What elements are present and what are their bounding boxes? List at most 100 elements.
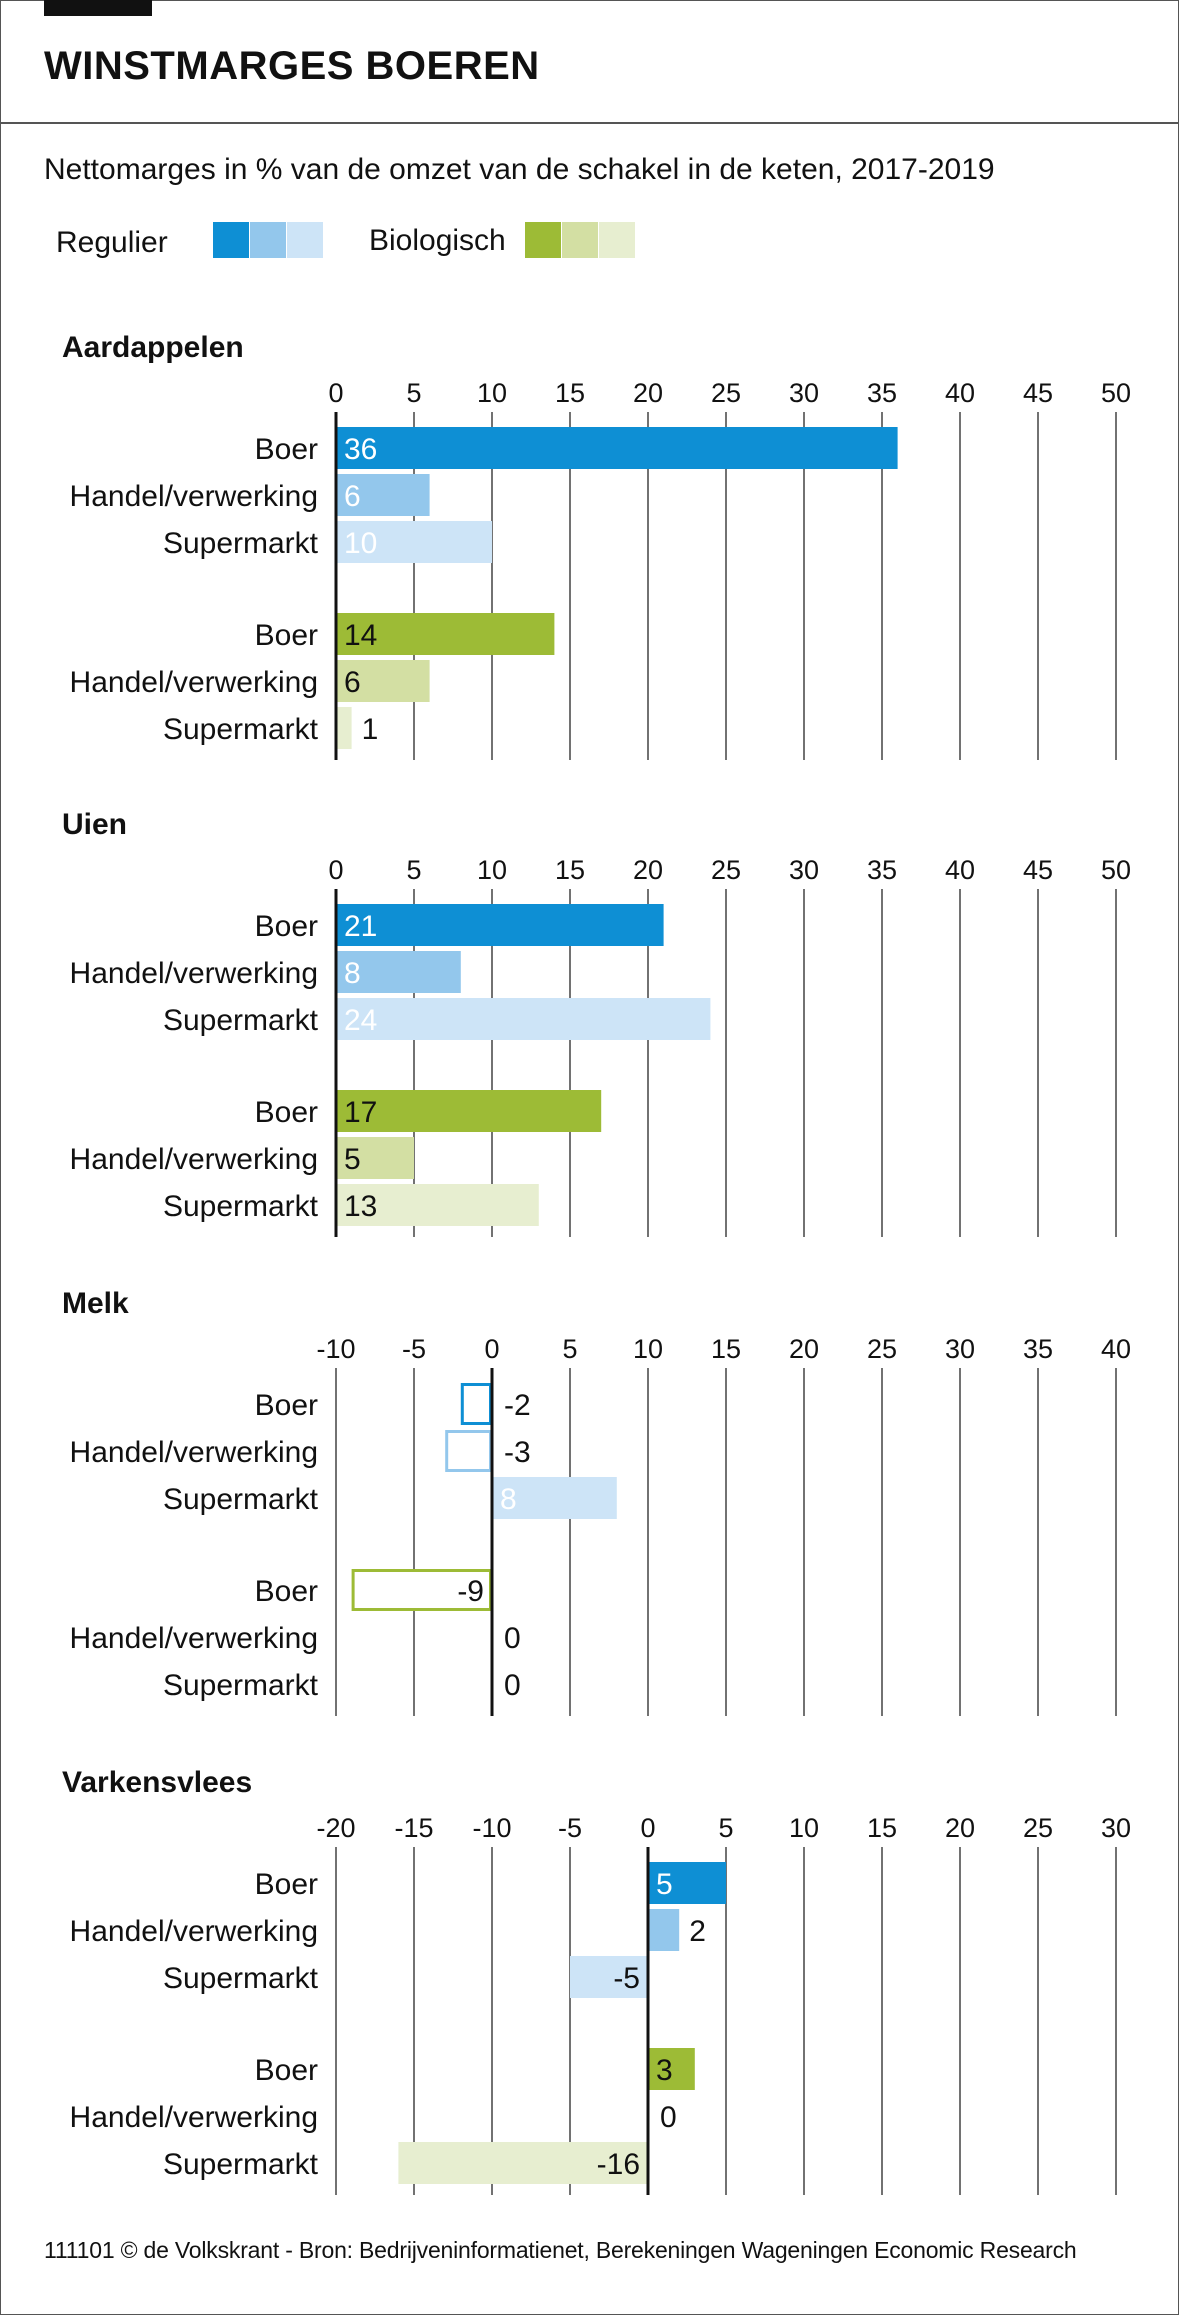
tick-label-varkensvlees: 20 [945, 1813, 975, 1843]
data-label-uien: 24 [344, 1004, 377, 1037]
top-accent-bar [44, 0, 152, 16]
data-label-uien: 8 [344, 957, 361, 990]
tick-label-aardappelen: 0 [328, 378, 343, 408]
bar-uien-boer [336, 904, 664, 946]
bar-aardappelen-handel-verwerking [336, 474, 430, 516]
category-label-uien: Supermarkt [163, 1004, 319, 1037]
tick-label-varkensvlees: -15 [394, 1813, 433, 1843]
tick-label-aardappelen: 45 [1023, 378, 1053, 408]
tick-label-melk: 25 [867, 1334, 897, 1364]
category-label-varkensvlees: Supermarkt [163, 1962, 319, 1995]
bar-varkensvlees-handel-verwerking [648, 1909, 680, 1951]
category-label-varkensvlees: Supermarkt [163, 2148, 319, 2181]
data-label-melk: 0 [504, 1622, 521, 1655]
bar-uien-supermarkt [336, 998, 711, 1040]
category-label-aardappelen: Supermarkt [163, 527, 319, 560]
bar-uien-handel-verwerking [336, 951, 461, 993]
legend-swatch-organic-1 [525, 222, 561, 258]
tick-label-melk: 35 [1023, 1334, 1053, 1364]
data-label-varkensvlees: 0 [660, 2101, 677, 2134]
tick-label-varkensvlees: 10 [789, 1813, 819, 1843]
tick-label-uien: 20 [633, 855, 663, 885]
tick-label-aardappelen: 40 [945, 378, 975, 408]
tick-label-varkensvlees: 0 [640, 1813, 655, 1843]
panel-title-varkensvlees: Varkensvlees [62, 1766, 252, 1799]
tick-label-melk: -10 [316, 1334, 355, 1364]
category-label-aardappelen: Handel/verwerking [70, 666, 318, 699]
data-label-aardappelen: 36 [344, 433, 377, 466]
tick-label-uien: 5 [406, 855, 421, 885]
tick-label-varkensvlees: 25 [1023, 1813, 1053, 1843]
category-label-uien: Boer [255, 1096, 318, 1129]
category-label-melk: Boer [255, 1575, 318, 1608]
legend-swatch-regular-3 [287, 222, 323, 258]
data-label-varkensvlees: 2 [689, 1915, 706, 1948]
bar-uien-handel-verwerking [336, 1137, 414, 1179]
tick-label-uien: 15 [555, 855, 585, 885]
data-label-aardappelen: 6 [344, 666, 361, 699]
category-label-varkensvlees: Boer [255, 1868, 318, 1901]
tick-label-varkensvlees: 15 [867, 1813, 897, 1843]
bar-varkensvlees-supermarkt [570, 1956, 648, 1998]
data-label-uien: 21 [344, 910, 377, 943]
category-label-aardappelen: Handel/verwerking [70, 480, 318, 513]
category-label-melk: Supermarkt [163, 1669, 319, 1702]
data-label-aardappelen: 6 [344, 480, 361, 513]
data-label-uien: 17 [344, 1096, 377, 1129]
data-label-varkensvlees: -5 [613, 1962, 640, 1995]
tick-label-aardappelen: 35 [867, 378, 897, 408]
bar-melk-boer [460, 1383, 492, 1425]
category-label-melk: Handel/verwerking [70, 1622, 318, 1655]
tick-label-melk: -5 [402, 1334, 426, 1364]
category-label-uien: Supermarkt [163, 1190, 319, 1223]
category-label-varkensvlees: Boer [255, 2054, 318, 2087]
tick-label-varkensvlees: 5 [718, 1813, 733, 1843]
tick-label-varkensvlees: -5 [558, 1813, 582, 1843]
tick-label-aardappelen: 25 [711, 378, 741, 408]
source-footer: 111101 © de Volkskrant - Bron: Bedrijven… [44, 2237, 1077, 2263]
tick-label-varkensvlees: -10 [472, 1813, 511, 1843]
tick-label-melk: 30 [945, 1334, 975, 1364]
legend-swatch-regular-2 [250, 222, 286, 258]
data-label-melk: -3 [504, 1436, 531, 1469]
category-label-melk: Supermarkt [163, 1483, 319, 1516]
legend-label-organic: Biologisch [369, 224, 506, 257]
bar-aardappelen-handel-verwerking [336, 660, 430, 702]
category-label-uien: Boer [255, 910, 318, 943]
tick-label-aardappelen: 20 [633, 378, 663, 408]
data-label-melk: -9 [457, 1575, 484, 1608]
tick-label-melk: 0 [484, 1334, 499, 1364]
tick-label-uien: 0 [328, 855, 343, 885]
category-label-uien: Handel/verwerking [70, 1143, 318, 1176]
bar-melk-supermarkt [492, 1477, 617, 1519]
bar-uien-boer [336, 1090, 602, 1132]
data-label-melk: 8 [500, 1483, 517, 1516]
tick-label-melk: 15 [711, 1334, 741, 1364]
bar-varkensvlees-boer [648, 1862, 726, 1904]
category-label-melk: Boer [255, 1389, 318, 1422]
tick-label-melk: 40 [1101, 1334, 1131, 1364]
bar-aardappelen-supermarkt [336, 707, 352, 749]
tick-label-aardappelen: 50 [1101, 378, 1131, 408]
bar-aardappelen-boer [336, 427, 898, 469]
data-label-melk: -2 [504, 1389, 531, 1422]
category-label-aardappelen: Boer [255, 619, 318, 652]
panel-title-uien: Uien [62, 808, 127, 841]
data-label-aardappelen: 1 [362, 713, 379, 746]
legend-label-regular: Regulier [56, 226, 168, 259]
legend-swatch-regular-1 [213, 222, 249, 258]
tick-label-uien: 30 [789, 855, 819, 885]
tick-label-uien: 50 [1101, 855, 1131, 885]
bar-aardappelen-supermarkt [336, 521, 492, 563]
tick-label-melk: 20 [789, 1334, 819, 1364]
legend-swatch-organic-3 [599, 222, 635, 258]
page-title: WINSTMARGES BOEREN [44, 44, 540, 88]
tick-label-uien: 25 [711, 855, 741, 885]
bar-aardappelen-boer [336, 613, 555, 655]
category-label-aardappelen: Boer [255, 433, 318, 466]
tick-label-melk: 10 [633, 1334, 663, 1364]
tick-label-uien: 35 [867, 855, 897, 885]
data-label-aardappelen: 14 [344, 619, 377, 652]
data-label-varkensvlees: -16 [597, 2148, 640, 2181]
title-divider [0, 122, 1179, 124]
